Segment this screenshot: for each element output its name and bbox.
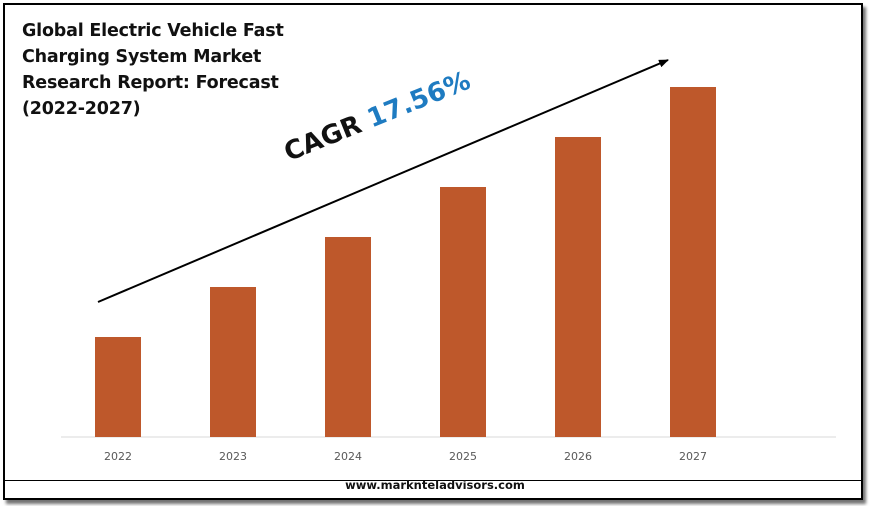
x-tick-label-2025: 2025 xyxy=(449,450,477,463)
chart-title-line: Research Report: Forecast xyxy=(22,73,279,93)
bar-2022 xyxy=(95,337,141,437)
chart-title-line: Global Electric Vehicle Fast xyxy=(22,21,284,41)
chart-title: Global Electric Vehicle Fast Charging Sy… xyxy=(22,18,322,122)
bar-2024 xyxy=(325,237,371,437)
x-tick-label-2022: 2022 xyxy=(104,450,132,463)
chart-frame xyxy=(3,3,863,500)
x-tick-label-2024: 2024 xyxy=(334,450,362,463)
x-tick-label-2023: 2023 xyxy=(219,450,247,463)
source-url: www.marknteladvisors.com xyxy=(345,478,525,492)
bar-2023 xyxy=(210,287,256,437)
x-tick-labels: 2022 2023 2024 2025 2026 2027 xyxy=(104,450,707,463)
bar-2027 xyxy=(670,87,716,437)
chart-title-line: Charging System Market xyxy=(22,47,262,67)
chart-title-line: (2022-2027) xyxy=(22,99,141,119)
bars-group xyxy=(95,87,716,437)
cagr-trend-arrow xyxy=(97,59,669,303)
bar-2025 xyxy=(440,187,486,437)
x-tick-label-2026: 2026 xyxy=(564,450,592,463)
x-tick-label-2027: 2027 xyxy=(679,450,707,463)
footer-separator xyxy=(5,480,861,481)
bar-2026 xyxy=(555,137,601,437)
